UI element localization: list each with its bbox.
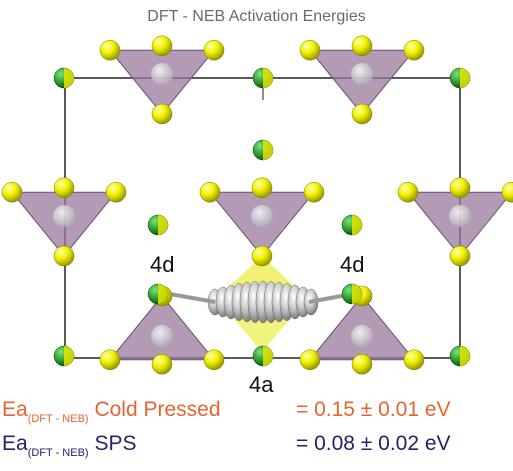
central-atom (351, 325, 373, 347)
sulfur-atom (403, 39, 425, 61)
sulfur-atom (403, 349, 425, 371)
sulfur-atom (151, 35, 173, 57)
sulfur-atom (105, 181, 127, 203)
sulfur-atom (53, 245, 75, 267)
result-subscript: (DFT - NEB) (27, 447, 89, 459)
sulfur-atom (351, 103, 373, 125)
sulfur-atom (151, 103, 173, 125)
sulfur-atom (351, 353, 373, 375)
sulfur-atom (199, 181, 221, 203)
sulfur-atom (299, 39, 321, 61)
central-atom (151, 63, 173, 85)
site-label-4d-right: 4d (340, 252, 365, 277)
sulfur-atom (299, 349, 321, 371)
sulfur-atom (99, 39, 121, 61)
sulfur-atom (151, 353, 173, 375)
sulfur-atom (99, 349, 121, 371)
lithium-sulfur-split (158, 215, 168, 235)
figure-title: DFT - NEB Activation Energies (147, 8, 366, 25)
sulfur-atom (501, 181, 513, 203)
sulfur-atom (303, 181, 325, 203)
lithium-sulfur-split (64, 346, 74, 366)
lithium-sulfur-split (352, 284, 362, 304)
sulfur-atom (203, 39, 225, 61)
central-atom (151, 325, 173, 347)
central-atom (351, 63, 373, 85)
result-value-sps: = 0.08 ± 0.02 eV (296, 432, 451, 455)
site-label-4d-left: 4d (150, 252, 175, 277)
lithium-sulfur-split (460, 68, 470, 88)
lithium-sulfur-split (158, 284, 168, 304)
result-prefix: Ea (2, 398, 28, 421)
result-prefix: Ea (2, 432, 28, 455)
result-value-cold-pressed: = 0.15 ± 0.01 eV (296, 398, 451, 421)
result-row-cold-pressed: Ea(DFT - NEB) Cold Pressed (2, 398, 221, 425)
sulfur-atom (449, 245, 471, 267)
result-condition: SPS (94, 432, 137, 455)
sulfur-atom (449, 177, 471, 199)
lithium-sulfur-split (352, 215, 362, 235)
lithium-sulfur-split (263, 68, 273, 88)
lithium-sulfur-split (64, 68, 74, 88)
sulfur-atom (351, 35, 373, 57)
sulfur-atom (397, 181, 419, 203)
central-atom (251, 205, 273, 227)
result-subscript: (DFT - NEB) (27, 413, 89, 425)
pathway-link (169, 292, 216, 304)
sulfur-atom (251, 245, 273, 267)
result-row-sps: Ea(DFT - NEB) SPS (2, 432, 136, 459)
lithium-sulfur-split (263, 346, 273, 366)
result-condition: Cold Pressed (94, 398, 221, 421)
sulfur-atom (251, 177, 273, 199)
sulfur-atom (203, 349, 225, 371)
lithium-sulfur-split (460, 346, 470, 366)
site-label-4a: 4a (249, 372, 274, 397)
sulfur-atom (1, 181, 23, 203)
sulfur-atom (53, 177, 75, 199)
lithium-sulfur-split (263, 140, 273, 160)
central-atom (53, 205, 75, 227)
central-atom (449, 205, 471, 227)
